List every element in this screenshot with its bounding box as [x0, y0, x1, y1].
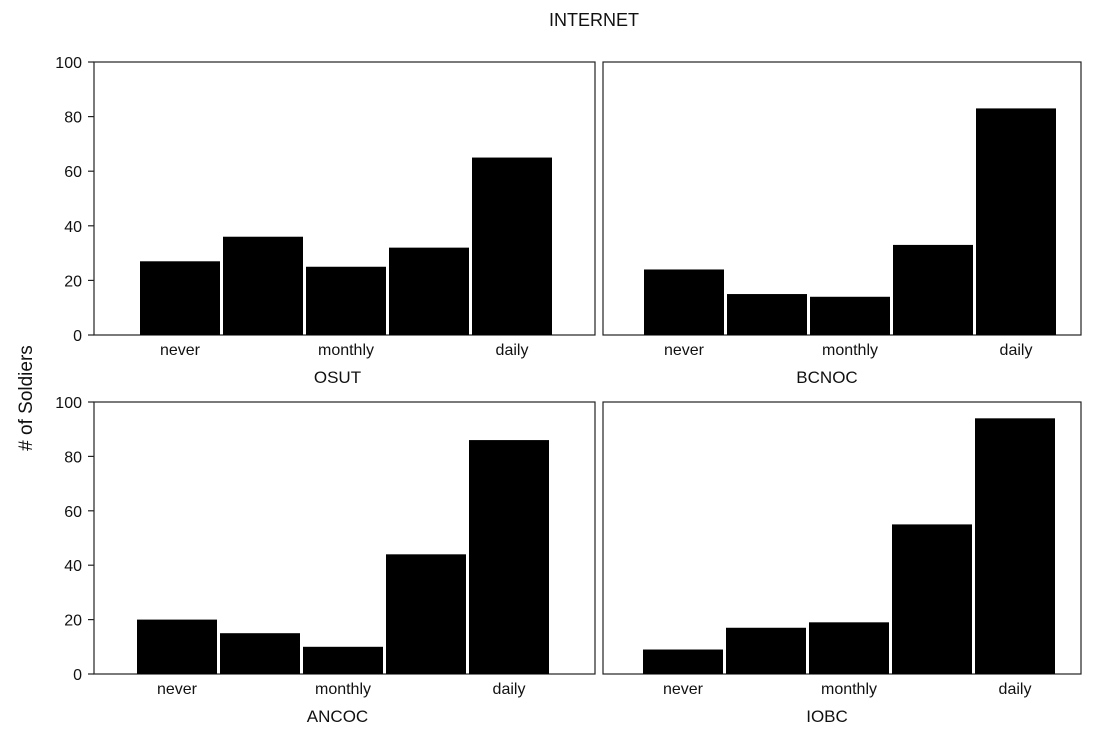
bar-iobc-1 — [643, 649, 723, 674]
chart-title: INTERNET — [549, 10, 639, 30]
bar-osut-5 — [472, 157, 552, 335]
panel-ancoc: 0 20 40 60 80 100 never monthly daily ANCOC — [55, 395, 596, 726]
x-category-label: daily — [496, 342, 529, 359]
x-category-label: never — [157, 681, 198, 698]
y-tick-label: 100 — [55, 395, 82, 412]
x-category-label: monthly — [821, 681, 877, 698]
y-tick-label: 100 — [55, 55, 82, 72]
bar-osut-2 — [223, 236, 303, 335]
x-category-label: monthly — [318, 342, 374, 359]
bar-bcnoc-3 — [810, 296, 890, 335]
y-tick-label: 40 — [64, 558, 82, 575]
x-category-label: never — [663, 681, 704, 698]
y-tick-label: 40 — [64, 219, 82, 236]
x-category-label: daily — [999, 681, 1032, 698]
y-tick-label: 0 — [73, 667, 82, 684]
y-tick-label: 0 — [73, 328, 82, 345]
y-tick-label: 80 — [64, 449, 82, 466]
bar-iobc-4 — [892, 524, 972, 674]
bar-osut-1 — [140, 261, 220, 335]
bar-bcnoc-2 — [727, 294, 807, 335]
bar-bcnoc-1 — [644, 269, 724, 335]
bar-iobc-5 — [975, 418, 1055, 674]
panel-bcnoc: never monthly daily BCNOC — [602, 61, 1082, 387]
panel-osut: 0 20 40 60 80 100 never monthly daily OSUT — [55, 55, 596, 387]
y-axis-title: # of Soldiers — [16, 345, 37, 451]
bar-osut-3 — [306, 266, 386, 335]
bar-iobc-3 — [809, 622, 889, 674]
panel-title: ANCOC — [307, 707, 368, 726]
x-category-label: daily — [1000, 342, 1033, 359]
x-category-label: monthly — [822, 342, 878, 359]
x-category-label: monthly — [315, 681, 371, 698]
y-tick-label: 60 — [64, 504, 82, 521]
bar-ancoc-4 — [386, 554, 466, 674]
panels: 0 20 40 60 80 100 never monthly daily OSUT never mo… — [55, 55, 1082, 726]
bar-ancoc-5 — [469, 440, 549, 674]
panel-title: BCNOC — [796, 368, 857, 387]
bar-ancoc-3 — [303, 646, 383, 674]
y-tick-label: 80 — [64, 110, 82, 127]
panel-title: OSUT — [314, 368, 361, 387]
panel-title: IOBC — [806, 707, 848, 726]
bar-ancoc-1 — [137, 619, 217, 674]
y-tick-label: 20 — [64, 613, 82, 630]
bar-bcnoc-5 — [976, 108, 1056, 335]
y-tick-label: 60 — [64, 164, 82, 181]
bar-bcnoc-4 — [893, 244, 973, 335]
bar-iobc-2 — [726, 627, 806, 674]
x-category-label: never — [160, 342, 201, 359]
y-tick-label: 20 — [64, 273, 82, 290]
panel-iobc: never monthly daily IOBC — [602, 401, 1082, 726]
bar-osut-4 — [389, 247, 469, 335]
bar-ancoc-2 — [220, 633, 300, 674]
x-category-label: daily — [493, 681, 526, 698]
x-category-label: never — [664, 342, 705, 359]
